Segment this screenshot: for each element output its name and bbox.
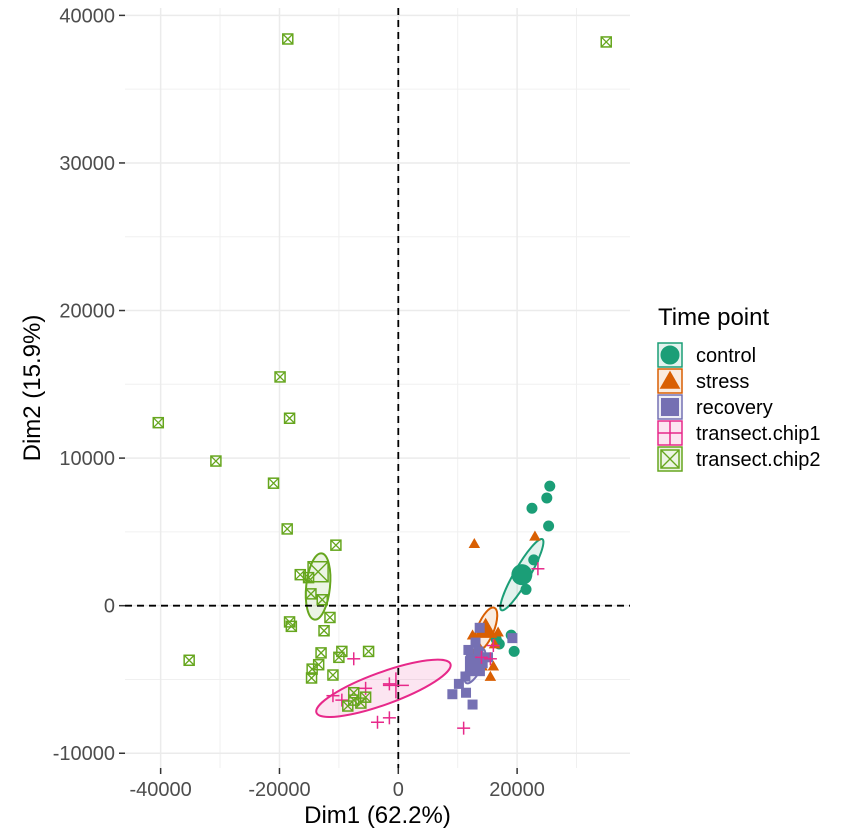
centroid-transect-chip2 xyxy=(307,560,329,583)
point-transect-chip2 xyxy=(305,672,318,684)
point-control xyxy=(520,583,532,595)
legend-label: transect.chip2 xyxy=(696,449,821,471)
point-control xyxy=(541,492,553,504)
point-transect-chip1 xyxy=(382,711,396,725)
legend-marker-recovery xyxy=(661,398,679,416)
point-transect-chip2 xyxy=(330,539,342,551)
legend: Time point control stress recovery transect… xyxy=(657,304,821,472)
point-transect-chip2 xyxy=(210,455,222,467)
axis-ticks: -40000 -20000 0 20000 -10000 0 10000 20000 30000… xyxy=(53,5,545,801)
point-recovery xyxy=(467,699,478,710)
x-tick-label: -20000 xyxy=(248,779,310,801)
legend-item-recovery: recovery xyxy=(657,394,773,420)
y-tick-label: 10000 xyxy=(59,448,115,470)
y-tick-label: 40000 xyxy=(59,5,115,27)
point-recovery xyxy=(483,652,494,663)
point-stress xyxy=(468,537,481,549)
legend-marker-control xyxy=(660,345,680,365)
point-transect-chip1 xyxy=(347,652,361,666)
point-transect-chip1 xyxy=(531,562,545,576)
point-transect-chip2 xyxy=(333,651,345,664)
point-transect-chip2 xyxy=(283,412,296,425)
point-control xyxy=(508,645,520,657)
point-recovery xyxy=(507,633,518,644)
point-recovery xyxy=(447,689,458,700)
point-transect-chip2 xyxy=(305,588,317,600)
point-transect-chip2 xyxy=(285,620,298,633)
data-points xyxy=(152,33,612,735)
point-transect-chip2 xyxy=(281,523,293,535)
point-recovery xyxy=(474,622,485,633)
point-transect-chip2 xyxy=(600,36,612,48)
point-transect-chip2 xyxy=(336,645,348,658)
legend-label: transect.chip1 xyxy=(696,423,821,445)
point-transect-chip2 xyxy=(274,371,286,383)
point-stress xyxy=(492,626,504,637)
point-transect-chip2 xyxy=(282,33,294,45)
point-transect-chip2 xyxy=(267,477,280,489)
point-transect-chip1 xyxy=(371,715,384,729)
point-transect-chip1 xyxy=(382,677,396,691)
reference-lines xyxy=(125,8,630,768)
x-tick-label: 0 xyxy=(393,779,404,801)
point-transect-chip2 xyxy=(315,647,327,659)
y-tick-label: 20000 xyxy=(59,301,115,323)
y-tick-label: -10000 xyxy=(53,743,115,765)
ellipse-transect-chip1 xyxy=(315,658,452,718)
legend-title: Time point xyxy=(658,304,769,331)
point-stress xyxy=(529,530,541,541)
centroid-transect-chip1 xyxy=(382,672,409,699)
point-transect-chip1 xyxy=(486,639,500,653)
point-transect-chip2 xyxy=(362,645,375,658)
point-transect-chip1 xyxy=(335,693,349,707)
point-recovery xyxy=(463,644,474,655)
point-recovery xyxy=(460,671,471,682)
point-transect-chip2 xyxy=(312,658,325,671)
y-axis-title: Dim2 (15.9%) xyxy=(19,315,46,462)
x-axis-title: Dim1 (62.2%) xyxy=(304,802,451,829)
centroid-control xyxy=(511,564,533,586)
point-stress xyxy=(487,660,500,671)
legend-marker-transect-chip2 xyxy=(660,449,680,469)
legend-label: recovery xyxy=(696,397,773,419)
point-control xyxy=(543,520,555,532)
point-control xyxy=(544,480,556,492)
point-transect-chip1 xyxy=(483,652,497,666)
legend-item-transect-chip2: transect.chip2 xyxy=(657,446,821,472)
point-recovery xyxy=(461,687,472,698)
legend-item-control: control xyxy=(657,342,756,368)
point-control xyxy=(526,502,538,514)
point-stress xyxy=(484,670,497,681)
point-transect-chip1 xyxy=(326,689,340,703)
y-tick-label: 0 xyxy=(104,596,115,618)
y-tick-label: 30000 xyxy=(59,153,115,175)
point-transect-chip2 xyxy=(327,669,339,681)
centroid-stress xyxy=(474,617,498,638)
point-transect-chip2 xyxy=(316,594,328,606)
legend-marker-transect-chip1 xyxy=(658,421,682,445)
point-transect-chip1 xyxy=(474,650,488,664)
legend-marker-stress xyxy=(659,370,681,389)
point-transect-chip1 xyxy=(457,721,471,735)
centroid-recovery xyxy=(464,656,485,677)
grid-lines xyxy=(125,8,630,768)
point-transect-chip2 xyxy=(183,654,195,667)
x-tick-label: -40000 xyxy=(130,779,192,801)
point-transect-chip2 xyxy=(355,697,367,709)
legend-item-stress: stress xyxy=(657,368,749,394)
legend-item-transect-chip1: transect.chip1 xyxy=(657,420,821,446)
point-transect-chip2 xyxy=(318,625,330,637)
point-recovery xyxy=(470,637,481,648)
point-transect-chip2 xyxy=(324,611,336,624)
point-transect-chip2 xyxy=(342,700,354,712)
point-recovery xyxy=(453,678,464,689)
point-transect-chip2 xyxy=(152,416,165,429)
x-tick-label: 20000 xyxy=(489,779,545,801)
legend-label: stress xyxy=(696,371,749,393)
point-recovery xyxy=(473,646,484,657)
ellipse-transect-chip2 xyxy=(304,552,332,621)
legend-label: control xyxy=(696,345,756,367)
point-control xyxy=(528,554,540,566)
